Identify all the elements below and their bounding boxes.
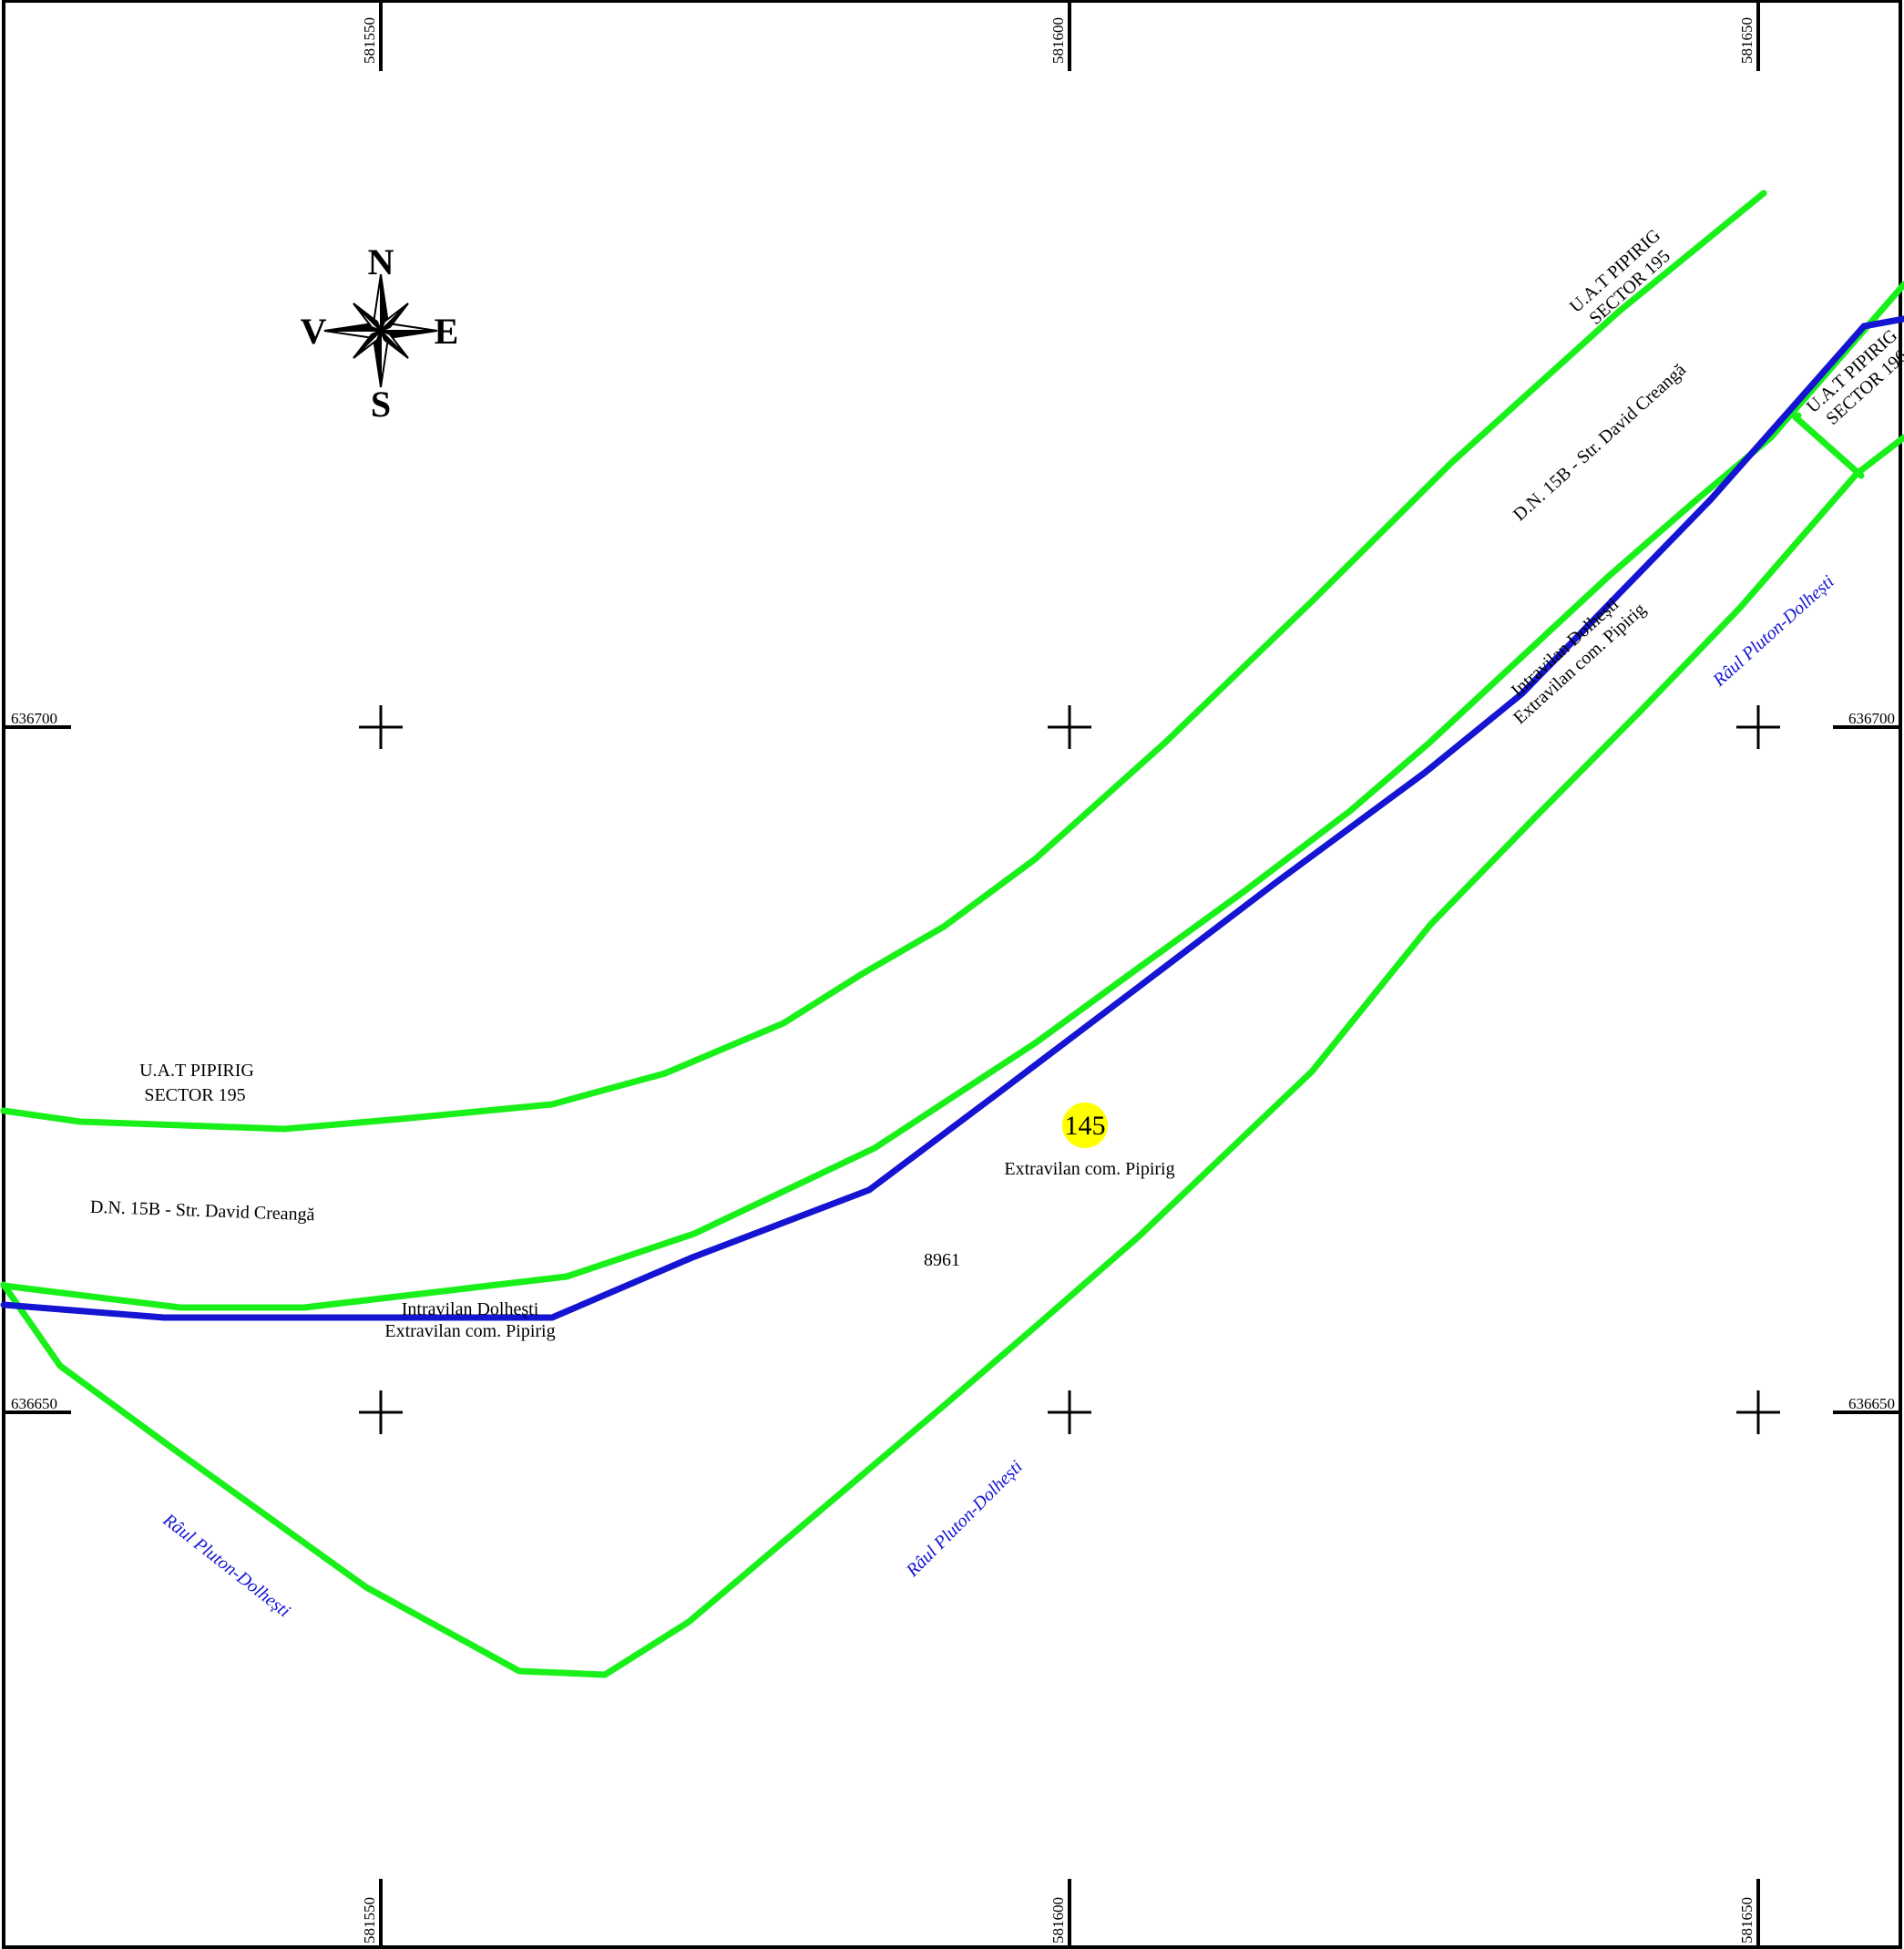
limit-label-upper: Intravilan Dolhești Extravilan com. Pipi… <box>1508 594 1650 729</box>
sector-196-corner <box>1792 412 1802 421</box>
grid-edge-ticks <box>4 2 1900 1947</box>
river-bank-boundary <box>0 434 1904 1678</box>
road-north-boundary <box>0 190 1767 1133</box>
grid-cross <box>1048 1390 1091 1434</box>
grid-cross <box>359 705 403 749</box>
coord-label-right-636700: 636700 <box>1848 710 1895 727</box>
compass-south-label: S <box>371 384 391 425</box>
road-label-left: D.N. 15B - Str. David Creangă <box>90 1197 315 1226</box>
grid-cross <box>1048 705 1091 749</box>
cadastral-number-label: 8961 <box>924 1250 960 1270</box>
grid-crosses <box>359 705 1780 1434</box>
uat-name-left: U.A.T PIPIRIG <box>139 1061 254 1081</box>
sector-196-boundary-lower <box>1792 414 1865 479</box>
river-label-lower-left: Râul Pluton-Dolhești <box>159 1509 294 1621</box>
compass-west-label: V <box>301 311 327 352</box>
coord-label-top-581550: 581550 <box>361 17 378 64</box>
compass-rose: N S E V <box>301 241 459 425</box>
extravilan-text: Extravilan com. Pipirig <box>1510 600 1650 729</box>
grid-cross <box>1736 705 1780 749</box>
green-boundaries <box>0 190 1904 1678</box>
intravilan-text-lower: Intravilan Dolhești <box>402 1299 539 1319</box>
grid-cross <box>1736 1390 1780 1434</box>
coord-label-left-636700: 636700 <box>11 710 57 727</box>
coord-label-bottom-581550: 581550 <box>361 1897 378 1944</box>
coord-label-left-636650: 636650 <box>11 1395 57 1412</box>
river-label-lower-center: Râul Pluton-Dolhești <box>902 1457 1027 1582</box>
parcel-marker[interactable] <box>1062 1103 1108 1148</box>
coord-label-bottom-581650: 581650 <box>1738 1897 1756 1944</box>
intravilan-limit-line <box>0 315 1904 1321</box>
coord-label-top-581600: 581600 <box>1049 17 1067 64</box>
coord-label-top-581650: 581650 <box>1738 17 1756 64</box>
compass-star-icon <box>323 273 438 388</box>
grid-cross <box>359 1390 403 1434</box>
road-south-boundary <box>0 281 1904 1311</box>
parcel-number: 145 <box>1065 1111 1106 1141</box>
coord-label-right-636650: 636650 <box>1848 1395 1895 1412</box>
compass-east-label: E <box>435 311 459 352</box>
coord-label-bottom-581600: 581600 <box>1049 1897 1067 1944</box>
extravilan-text-lower: Extravilan com. Pipirig <box>384 1321 555 1341</box>
river-label-upper: Râul Pluton-Dolhești <box>1709 571 1838 691</box>
compass-north-label: N <box>368 241 394 282</box>
uat-sector-left: SECTOR 195 <box>144 1085 245 1105</box>
parcel-area-label: Extravilan com. Pipirig <box>1004 1159 1174 1179</box>
